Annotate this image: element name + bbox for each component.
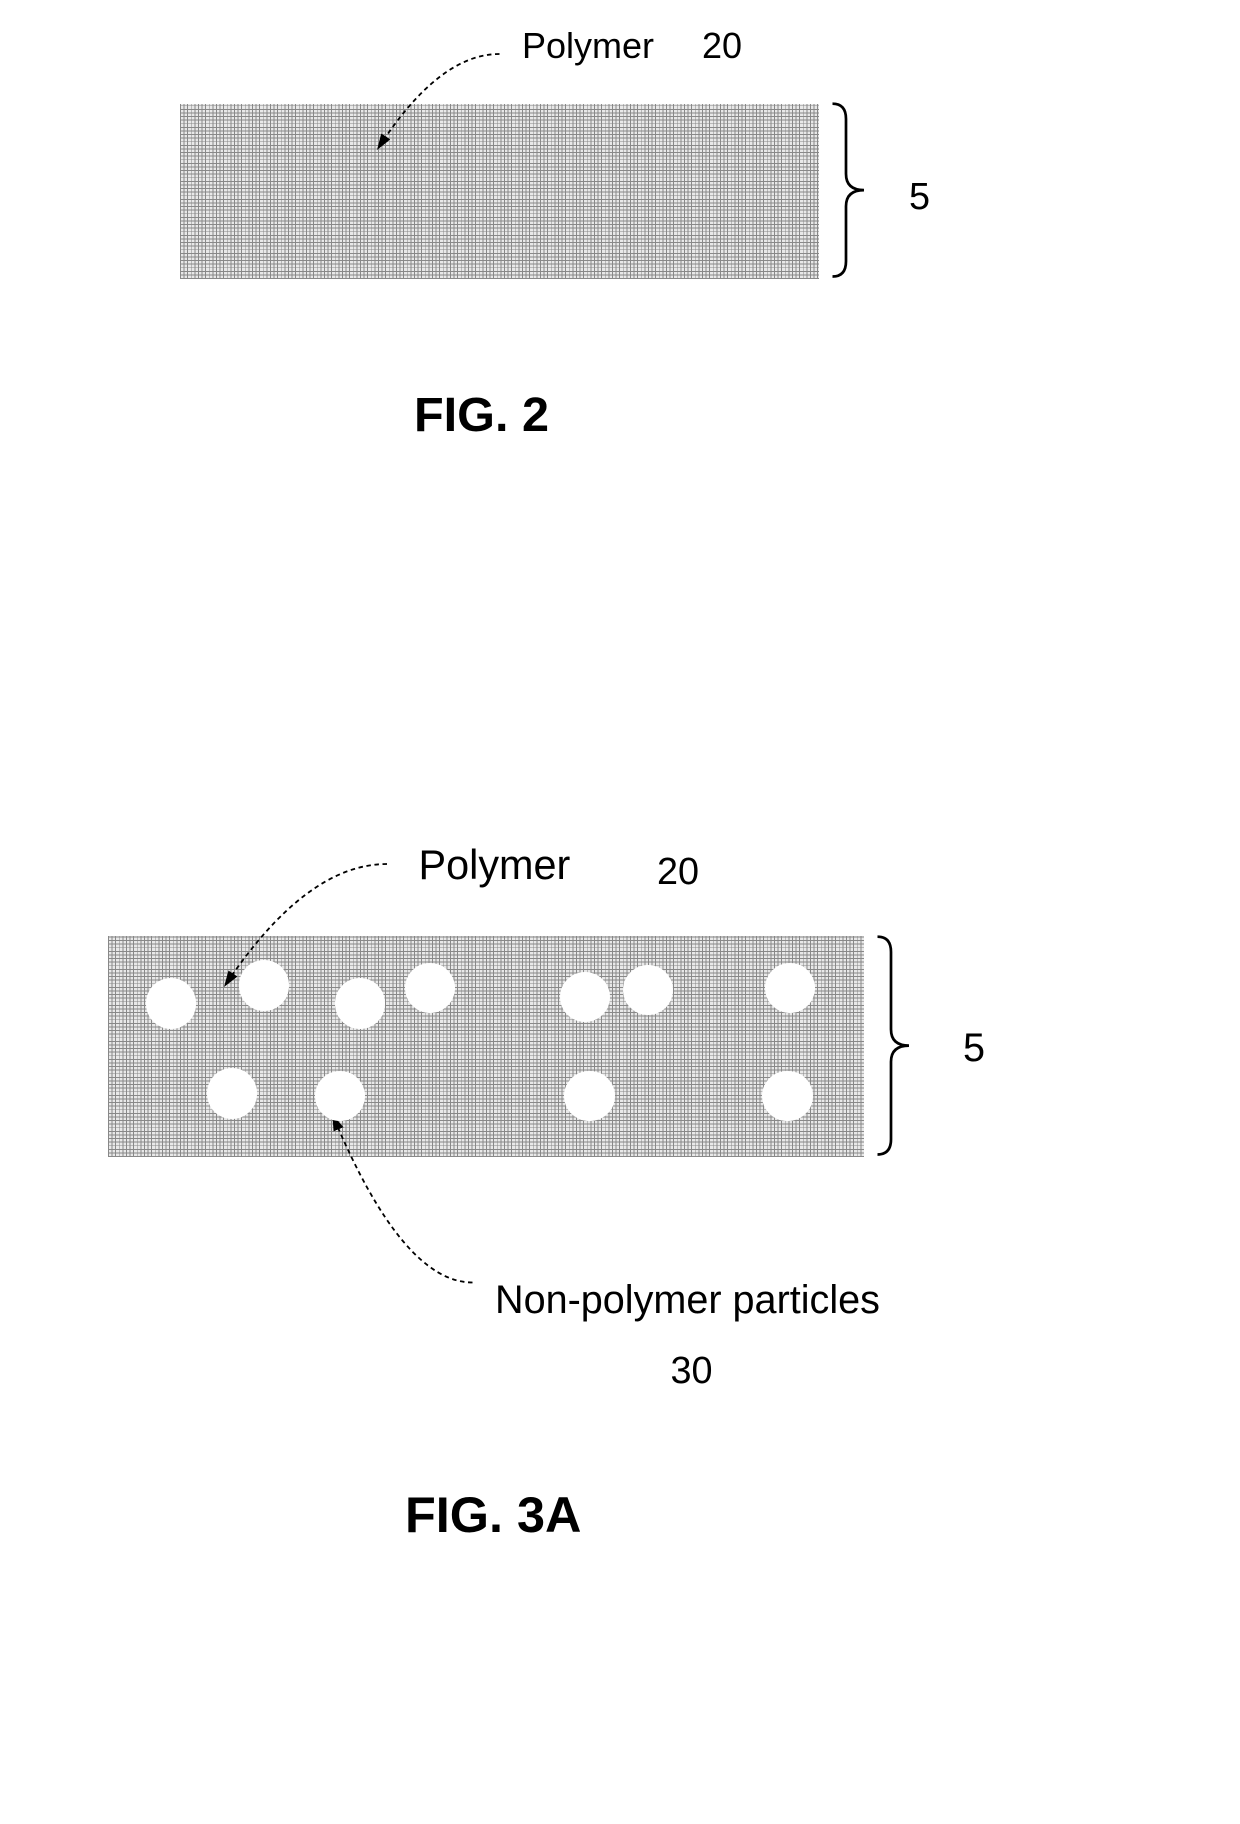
particle xyxy=(239,960,289,1010)
fig3a-polymer-label: Polymer xyxy=(419,842,571,889)
particle xyxy=(762,1071,812,1121)
fig3a-particles-num: 30 xyxy=(671,1350,713,1393)
fig3a-caption: FIG. 3A xyxy=(405,1485,581,1544)
fig3a-particles-leader xyxy=(0,0,1116,1642)
fig3a-polymer-text: Polymer xyxy=(419,842,571,888)
fig3a-brace-num-text: 5 xyxy=(963,1026,985,1070)
fig3a-particles-num-text: 30 xyxy=(671,1350,713,1392)
fig3a-brace xyxy=(873,934,927,1163)
fig3a-polymer-num-text: 20 xyxy=(657,851,699,893)
particle xyxy=(207,1068,257,1118)
fig3a-caption-text: FIG. 3A xyxy=(405,1486,581,1543)
fig3a-polymer-num: 20 xyxy=(657,851,699,894)
particle xyxy=(146,978,196,1028)
particle xyxy=(564,1071,614,1121)
fig3a-particles-label: Non-polymer particles xyxy=(495,1278,880,1323)
fig3a-particles-text: Non-polymer particles xyxy=(495,1278,880,1322)
particle xyxy=(623,965,673,1015)
fig3a-brace-num: 5 xyxy=(963,1026,985,1071)
particle xyxy=(335,978,385,1028)
